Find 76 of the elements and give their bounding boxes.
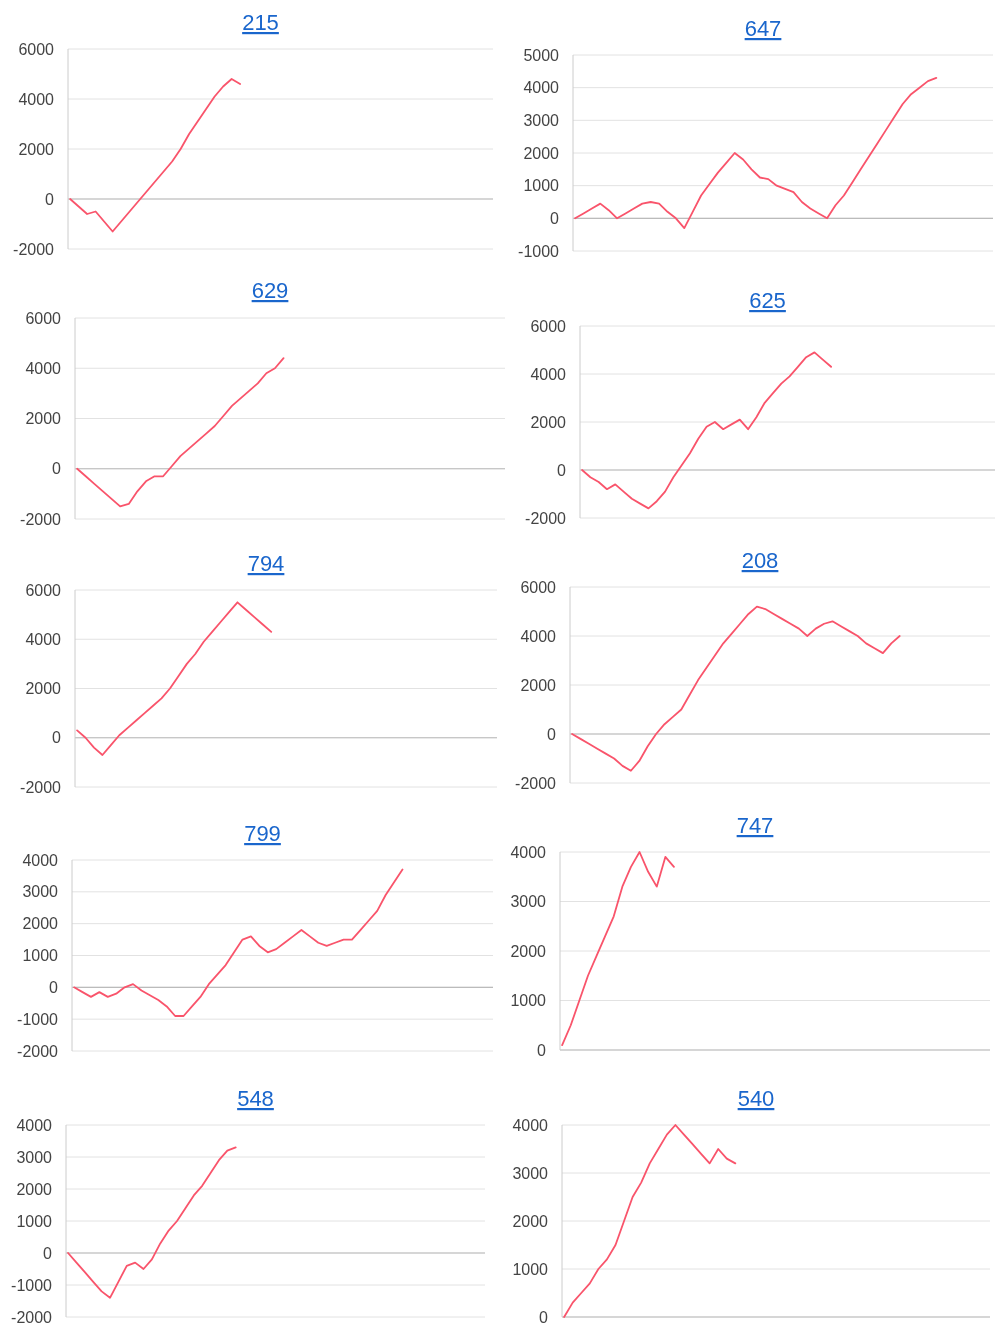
y-tick-label: 0 xyxy=(557,461,567,479)
y-tick-label: 3000 xyxy=(512,1164,549,1182)
y-tick-label: 2000 xyxy=(523,144,560,162)
chart-title: 548 xyxy=(237,1086,274,1111)
y-tick-label: -2000 xyxy=(13,240,55,258)
chart-title: 625 xyxy=(749,288,786,313)
y-tick-label: 1000 xyxy=(523,177,560,195)
y-tick-label: 4000 xyxy=(510,843,547,861)
line-series xyxy=(76,357,285,508)
y-tick-label: 2000 xyxy=(25,410,62,428)
y-tick-label: 6000 xyxy=(25,581,62,599)
y-tick-label: 0 xyxy=(539,1308,549,1326)
y-tick-label: 4000 xyxy=(512,1116,549,1134)
y-tick-label: -2000 xyxy=(20,510,62,528)
y-tick-label: 2000 xyxy=(512,1212,549,1230)
chart-title: 794 xyxy=(247,551,285,576)
y-tick-label: 4000 xyxy=(523,79,560,97)
y-tick-label: 1000 xyxy=(22,947,59,965)
y-tick-label: -1000 xyxy=(518,242,560,260)
y-tick-label: 4000 xyxy=(530,365,567,383)
y-tick-label: 0 xyxy=(45,190,55,208)
line-series xyxy=(581,351,832,510)
y-tick-label: 4000 xyxy=(520,627,557,645)
y-tick-label: 6000 xyxy=(520,578,557,596)
y-tick-label: 2000 xyxy=(530,413,567,431)
y-tick-label: -2000 xyxy=(515,774,557,792)
y-tick-label: -2000 xyxy=(525,509,567,527)
y-tick-label: 2000 xyxy=(22,915,59,933)
y-tick-label: 1000 xyxy=(512,1260,549,1278)
y-tick-label: -1000 xyxy=(17,1010,59,1028)
y-tick-label: 4000 xyxy=(16,1116,53,1134)
y-tick-label: 3000 xyxy=(510,893,547,911)
y-tick-label: 5000 xyxy=(523,46,560,64)
chart-title: 629 xyxy=(251,278,289,303)
y-tick-label: 2000 xyxy=(16,1180,53,1198)
y-tick-label: 0 xyxy=(49,978,59,996)
y-tick-label: -1000 xyxy=(11,1276,53,1294)
y-tick-label: 2000 xyxy=(520,676,557,694)
line-series xyxy=(561,851,675,1046)
y-tick-label: 3000 xyxy=(16,1148,53,1166)
y-tick-label: 2000 xyxy=(510,942,547,960)
chart-title: 647 xyxy=(744,16,782,41)
y-tick-label: 2000 xyxy=(18,140,55,158)
y-tick-label: 4000 xyxy=(25,359,62,377)
line-series xyxy=(73,868,404,1017)
y-tick-label: 6000 xyxy=(25,309,62,327)
y-tick-label: 0 xyxy=(547,725,557,743)
line-series xyxy=(574,76,938,230)
chart-title: 540 xyxy=(737,1086,775,1111)
y-tick-label: 2000 xyxy=(25,680,62,698)
y-tick-label: 0 xyxy=(52,729,62,747)
y-tick-label: 1000 xyxy=(510,992,547,1010)
y-tick-label: 6000 xyxy=(18,40,55,58)
y-tick-label: 3000 xyxy=(523,111,560,129)
line-series xyxy=(67,1146,237,1299)
y-tick-label: 0 xyxy=(43,1244,53,1262)
y-tick-label: 1000 xyxy=(16,1212,53,1230)
line-series xyxy=(571,605,901,772)
chart-title: 747 xyxy=(736,813,774,838)
y-tick-label: 6000 xyxy=(530,317,567,335)
y-tick-label: 4000 xyxy=(18,90,55,108)
y-tick-label: 0 xyxy=(52,460,62,478)
y-tick-label: 4000 xyxy=(22,851,59,869)
line-series xyxy=(69,78,242,233)
y-tick-label: -2000 xyxy=(20,778,62,796)
y-tick-label: 0 xyxy=(537,1041,547,1059)
chart-title: 215 xyxy=(242,10,279,35)
line-series xyxy=(563,1124,737,1318)
y-tick-label: 3000 xyxy=(22,883,59,901)
chart-title: 208 xyxy=(741,548,779,573)
line-series xyxy=(76,601,273,756)
y-tick-label: -2000 xyxy=(11,1308,53,1326)
chart-title: 799 xyxy=(244,821,281,846)
y-tick-label: -2000 xyxy=(17,1042,59,1060)
y-tick-label: 0 xyxy=(550,209,560,227)
y-tick-label: 4000 xyxy=(25,630,62,648)
